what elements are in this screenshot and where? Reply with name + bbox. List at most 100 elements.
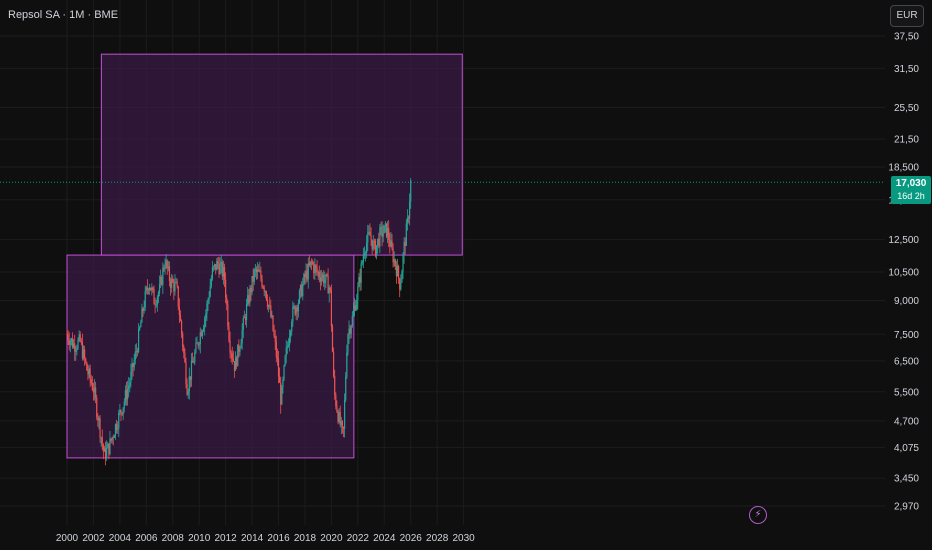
- candle-body: [97, 416, 99, 421]
- chart-title[interactable]: Repsol SA · 1M · BME: [8, 9, 119, 21]
- candle-body: [70, 338, 73, 341]
- candle-body: [122, 407, 124, 415]
- lightning-icon[interactable]: ⚡︎: [749, 506, 767, 524]
- candle-body: [82, 349, 85, 359]
- candle-body: [115, 424, 118, 430]
- candle-body: [75, 350, 77, 352]
- candle-body: [164, 266, 166, 269]
- candle-body: [207, 300, 209, 304]
- candle-body: [357, 286, 359, 301]
- x-axis[interactable]: 2000 2002 2004 2006 2008 2010 2012 2014 2016 2018…: [56, 533, 475, 544]
- candle-body: [377, 238, 379, 246]
- candle-body: [218, 263, 220, 274]
- candle-body: [266, 299, 269, 307]
- candle-body: [236, 357, 238, 367]
- candle-body: [143, 307, 145, 311]
- candle-body: [171, 278, 173, 288]
- candle-body: [287, 345, 290, 347]
- candle-body: [348, 328, 350, 335]
- candle-body: [120, 409, 122, 413]
- range-rectangles[interactable]: [66, 53, 463, 459]
- y-axis[interactable]: 37,5031,5025,5021,5018,50015,50012,50010…: [888, 32, 919, 513]
- y-tick-label: 21,50: [894, 135, 919, 146]
- candle-body: [328, 287, 330, 294]
- candle-body: [84, 349, 86, 359]
- currency-button[interactable]: EUR: [890, 5, 924, 27]
- candle-body: [76, 348, 78, 351]
- candle-body: [233, 361, 236, 371]
- candle-body: [158, 284, 161, 293]
- candle-body: [374, 240, 377, 257]
- candle-body: [363, 253, 366, 256]
- candle-body: [383, 225, 385, 234]
- candle-body: [66, 334, 68, 336]
- candle-body: [291, 321, 293, 332]
- candle-body: [240, 343, 242, 349]
- candle-body: [305, 270, 307, 278]
- candle-body: [337, 411, 339, 422]
- candle-body: [283, 365, 285, 380]
- candle-body: [131, 363, 133, 372]
- candle-body: [124, 390, 126, 402]
- candle-body: [325, 274, 327, 281]
- candle-body: [323, 274, 325, 284]
- candle-body: [380, 226, 382, 228]
- candle-body: [197, 342, 199, 346]
- candle-body: [336, 405, 338, 412]
- candle-body: [151, 287, 153, 291]
- candle-body: [173, 282, 175, 292]
- candle-body: [349, 328, 351, 334]
- candle-body: [269, 305, 271, 307]
- candle-body: [135, 351, 138, 352]
- candle-body: [112, 437, 114, 438]
- candle-body: [71, 338, 74, 348]
- x-tick-label: 2000: [56, 533, 79, 544]
- candle-body: [68, 340, 70, 345]
- x-tick-label: 2012: [215, 533, 238, 544]
- candle-body: [100, 437, 102, 439]
- candle-body: [132, 363, 134, 368]
- candle-body: [150, 287, 152, 291]
- candle-body: [147, 289, 150, 291]
- candle-body: [299, 285, 302, 291]
- candle-body: [237, 344, 239, 367]
- candle-body: [156, 297, 158, 305]
- candle-body: [367, 232, 369, 243]
- candle-body: [344, 400, 346, 429]
- candle-body: [286, 346, 288, 348]
- candle-body: [285, 347, 287, 356]
- x-tick-label: 2002: [82, 533, 105, 544]
- candle-body: [292, 306, 294, 322]
- candle-body: [320, 277, 323, 282]
- candle-body: [195, 342, 197, 353]
- candle-body: [98, 418, 100, 421]
- candle-body: [91, 382, 93, 390]
- x-tick-label: 2024: [373, 533, 396, 544]
- candle-body: [119, 409, 121, 413]
- x-tick-label: 2020: [320, 533, 343, 544]
- candle-body: [225, 279, 227, 298]
- candle-body: [321, 274, 324, 278]
- candle-body: [276, 356, 279, 359]
- candle-body: [174, 282, 176, 292]
- candle-body: [249, 288, 251, 304]
- candle-body: [126, 388, 129, 400]
- y-tick-label: 37,50: [894, 32, 919, 43]
- candle-body: [189, 376, 191, 380]
- candle-body: [223, 267, 226, 280]
- x-tick-label: 2006: [135, 533, 158, 544]
- candle-body: [142, 308, 144, 311]
- candle-body: [385, 223, 388, 237]
- candle-body: [201, 331, 204, 336]
- candle-body: [123, 401, 125, 408]
- x-tick-label: 2028: [426, 533, 449, 544]
- candle-body: [106, 448, 108, 459]
- candle-body: [149, 287, 151, 291]
- candle-body: [130, 371, 132, 383]
- candle-body: [199, 332, 201, 345]
- candle-body: [345, 376, 347, 401]
- range-rectangle[interactable]: [100, 53, 463, 256]
- candle-body: [166, 260, 168, 269]
- y-tick-label: 25,50: [894, 103, 919, 114]
